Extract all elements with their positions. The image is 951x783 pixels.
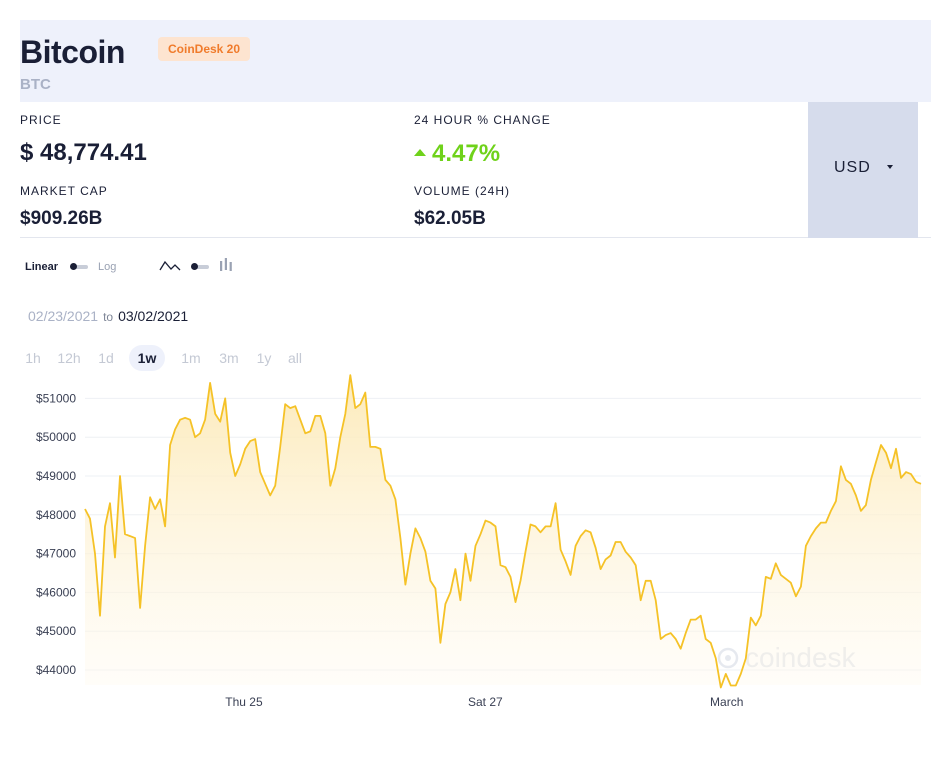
date-to-word: to bbox=[103, 310, 114, 324]
stats-panel: PRICE $ 48,774.41 24 HOUR % CHANGE 4.47%… bbox=[20, 102, 931, 238]
y-tick-label: $49000 bbox=[36, 469, 76, 483]
x-axis: Thu 25 Sat 27 March bbox=[225, 695, 743, 709]
y-tick-label: $45000 bbox=[36, 624, 76, 638]
x-tick-label: March bbox=[710, 695, 743, 709]
range-all[interactable]: all bbox=[287, 350, 302, 366]
chart-controls: Linear Log bbox=[25, 256, 285, 278]
price-chart[interactable]: $44000 $45000 $46000 $47000 $48000 $49000 $500… bbox=[0, 370, 951, 720]
index-badge[interactable]: CoinDesk 20 bbox=[158, 37, 251, 61]
market-cap-label: MARKET CAP bbox=[20, 184, 108, 198]
scale-log-label[interactable]: Log bbox=[98, 261, 117, 273]
candlestick-chart-icon[interactable] bbox=[219, 257, 233, 273]
y-tick-label: $44000 bbox=[36, 663, 76, 677]
y-axis: $44000 $45000 $46000 $47000 $48000 $49000 $500… bbox=[36, 391, 76, 677]
price-label: PRICE bbox=[20, 113, 62, 127]
scale-toggle[interactable] bbox=[70, 263, 88, 270]
change-value-wrap: 4.47% bbox=[414, 140, 500, 168]
coin-name: Bitcoin bbox=[20, 34, 125, 70]
up-arrow-icon bbox=[414, 149, 426, 157]
currency-value: USD bbox=[834, 159, 871, 176]
volume-value: $62.05B bbox=[414, 208, 486, 229]
y-tick-label: $50000 bbox=[36, 430, 76, 444]
y-tick-label: $46000 bbox=[36, 585, 76, 599]
y-tick-label: $48000 bbox=[36, 508, 76, 522]
range-1d[interactable]: 1d bbox=[98, 350, 114, 366]
x-tick-label: Sat 27 bbox=[468, 695, 503, 709]
range-1m[interactable]: 1m bbox=[181, 350, 201, 366]
price-value: $ 48,774.41 bbox=[20, 139, 147, 166]
line-chart-icon[interactable] bbox=[159, 259, 181, 273]
x-tick-label: Thu 25 bbox=[225, 695, 263, 709]
currency-select[interactable]: USD bbox=[808, 102, 918, 238]
caret-down-icon bbox=[887, 165, 893, 169]
change-value: 4.47% bbox=[432, 140, 501, 167]
volume-label: VOLUME (24H) bbox=[414, 184, 511, 198]
range-1y[interactable]: 1y bbox=[256, 350, 272, 366]
coin-symbol: BTC bbox=[20, 76, 51, 93]
range-12h[interactable]: 12h bbox=[57, 350, 81, 366]
y-tick-label: $51000 bbox=[36, 391, 76, 405]
date-from[interactable]: 02/23/2021 bbox=[28, 308, 99, 324]
toggle-knob bbox=[191, 263, 198, 270]
price-area bbox=[85, 375, 921, 688]
chart-type-toggle[interactable] bbox=[191, 263, 209, 270]
range-3m[interactable]: 3m bbox=[219, 350, 239, 366]
change-label: 24 HOUR % CHANGE bbox=[414, 113, 551, 127]
range-1w[interactable]: 1w bbox=[129, 345, 165, 371]
scale-linear-label[interactable]: Linear bbox=[25, 261, 59, 273]
market-cap-value: $909.26B bbox=[20, 208, 103, 229]
y-tick-label: $47000 bbox=[36, 547, 76, 561]
date-to[interactable]: 03/02/2021 bbox=[118, 308, 189, 324]
range-1h[interactable]: 1h bbox=[25, 350, 41, 366]
date-range[interactable]: 02/23/2021 to 03/02/2021 bbox=[28, 308, 188, 324]
toggle-knob bbox=[70, 263, 77, 270]
price-line bbox=[84, 374, 922, 689]
coin-header: Bitcoin CoinDesk 20 BTC bbox=[20, 20, 931, 102]
